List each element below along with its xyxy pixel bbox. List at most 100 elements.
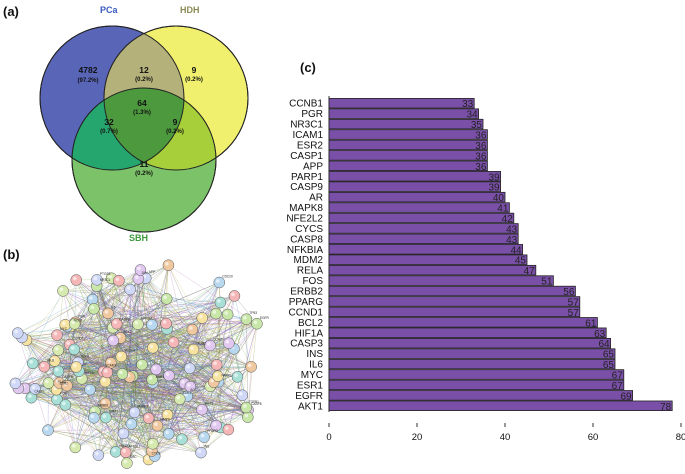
network-node-label: MMP9 xyxy=(160,418,169,422)
bar xyxy=(328,400,673,411)
network-node-highlight xyxy=(78,375,83,380)
network-edge xyxy=(15,328,168,384)
network-edge xyxy=(93,308,153,444)
network-edge xyxy=(210,323,258,346)
network-edge xyxy=(216,407,247,426)
network-edge xyxy=(166,295,235,324)
network-edge xyxy=(120,313,216,339)
bar xyxy=(328,212,515,224)
network-edge xyxy=(121,317,203,357)
network-edge xyxy=(15,383,202,410)
network-edge xyxy=(32,363,130,378)
bar-value-label: 47 xyxy=(524,266,536,277)
network-edge xyxy=(115,265,169,452)
network-edge xyxy=(56,382,60,400)
network-edge xyxy=(65,324,153,348)
network-edge xyxy=(247,366,252,418)
network-edge xyxy=(74,323,130,378)
network-edge xyxy=(187,366,252,397)
network-node-highlight xyxy=(112,448,117,453)
network-edge xyxy=(34,388,152,452)
network-edge xyxy=(17,332,45,367)
network-edge xyxy=(75,314,228,323)
network-edge xyxy=(54,360,82,379)
network-edge xyxy=(76,366,248,418)
network-edge xyxy=(77,362,123,375)
network-edge xyxy=(24,371,59,389)
network-edge xyxy=(26,339,116,452)
network-edge xyxy=(107,269,141,314)
network-node-highlight xyxy=(142,274,147,279)
network-edge xyxy=(78,371,128,464)
network-edge xyxy=(69,323,257,345)
network-node-highlight xyxy=(53,331,58,336)
network-edges xyxy=(15,265,258,464)
network-edge xyxy=(75,313,109,323)
network-edge xyxy=(116,278,139,324)
network-edge xyxy=(131,382,214,425)
network-edge xyxy=(168,399,180,434)
network-node-highlight xyxy=(148,447,153,452)
network-edge xyxy=(56,317,203,336)
network-edge xyxy=(166,328,252,367)
network-edge xyxy=(24,382,60,389)
network-edge xyxy=(168,364,217,434)
network-node xyxy=(110,319,122,332)
network-node xyxy=(146,373,158,386)
bar xyxy=(328,181,502,192)
network-edge xyxy=(121,349,194,357)
network-edge xyxy=(134,270,141,413)
network-node xyxy=(70,361,82,373)
network-node xyxy=(57,285,69,297)
network-edge xyxy=(93,386,191,418)
network-node xyxy=(51,329,63,341)
network-edge xyxy=(47,280,120,431)
network-node-highlight xyxy=(103,369,108,373)
network-edge xyxy=(70,326,252,367)
network-edge xyxy=(69,265,169,345)
network-node-highlight xyxy=(217,299,221,303)
network-edge xyxy=(69,344,248,418)
network-node-highlight xyxy=(90,305,95,310)
network-edge xyxy=(113,340,135,413)
network-node-label: JUN xyxy=(141,271,148,275)
network-edge xyxy=(94,328,168,412)
network-edge xyxy=(110,298,167,364)
network-edge xyxy=(93,308,183,440)
network-edge xyxy=(210,386,217,426)
network-node-label: AKT1 xyxy=(205,402,213,406)
network-edge xyxy=(44,366,170,376)
network-edge xyxy=(94,411,229,430)
network-node-highlight xyxy=(51,384,55,389)
network-edge xyxy=(203,348,235,438)
network-edge xyxy=(24,363,33,389)
network-edge xyxy=(107,313,174,343)
network-edge xyxy=(31,322,76,398)
network-edge xyxy=(141,295,235,365)
network-edge xyxy=(134,329,193,413)
network-edge xyxy=(69,344,153,444)
bar-value-label: 57 xyxy=(568,297,580,308)
category-label: ESR2 xyxy=(297,140,324,151)
network-node-highlight xyxy=(244,413,249,418)
network-edge xyxy=(56,335,99,456)
network-edge xyxy=(116,323,211,387)
network-edge xyxy=(121,356,202,453)
network-edge xyxy=(210,366,252,387)
network-edge xyxy=(18,385,68,389)
network-node-label: CASP1 xyxy=(34,390,45,394)
network-edge xyxy=(110,362,248,418)
network-edge xyxy=(65,404,249,411)
network-edge xyxy=(56,389,106,404)
network-node-highlight xyxy=(61,321,66,326)
network-edge xyxy=(77,329,193,363)
network-edge xyxy=(125,328,168,453)
network-node-highlight xyxy=(231,292,235,297)
network-edge xyxy=(189,368,249,411)
network-node-label: AR xyxy=(82,363,87,367)
network-edge xyxy=(17,324,138,334)
network-edge xyxy=(62,290,139,325)
network-edge xyxy=(76,366,153,383)
network-edge xyxy=(93,313,109,418)
network-edge xyxy=(75,322,168,415)
